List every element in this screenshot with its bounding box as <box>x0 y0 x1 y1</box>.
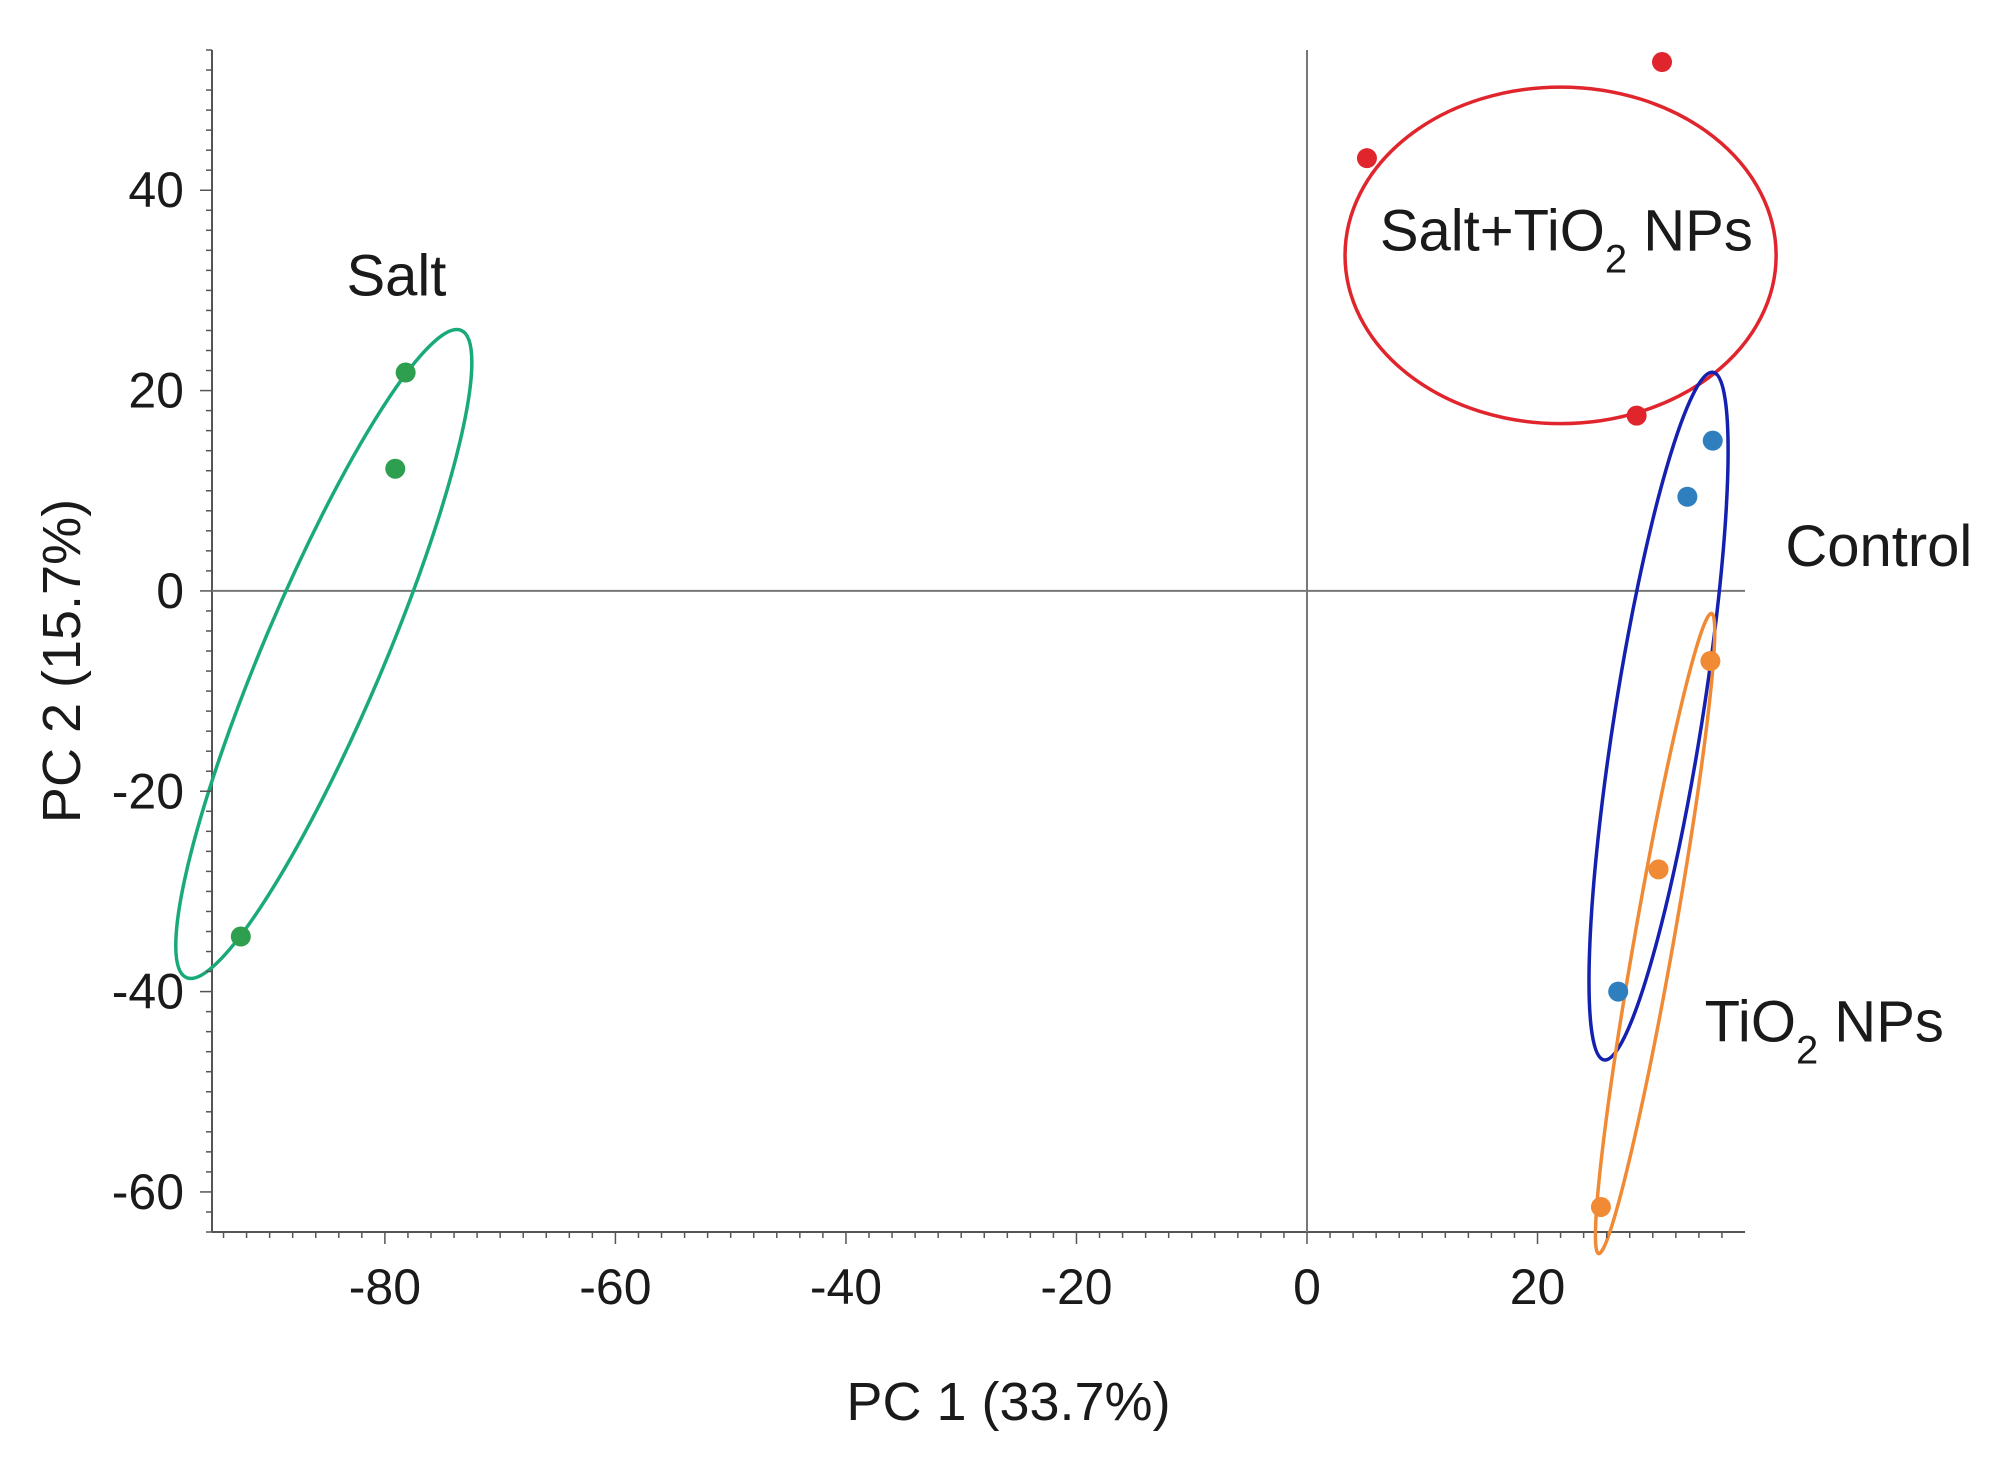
ellipse-salt-tio2-nps <box>1343 85 1778 426</box>
x-tick-label: 0 <box>1293 1259 1321 1315</box>
plot-frame <box>211 50 1745 1233</box>
y-tick-label: 20 <box>128 363 184 419</box>
group-label: Salt+TiO2 NPs <box>1380 198 1753 281</box>
axis-ticks: -80 -60 -40 -20 0 20 40 20 0 -20 -40 -60 <box>112 49 1723 1315</box>
point-control <box>1702 430 1723 451</box>
point-salt <box>395 362 416 383</box>
x-tick-label: -20 <box>1040 1259 1112 1315</box>
x-tick-label: -80 <box>349 1259 421 1315</box>
x-tick-label: -40 <box>810 1259 882 1315</box>
y-tick-label: -20 <box>112 763 184 819</box>
point-control <box>1677 486 1698 507</box>
point-salt <box>385 458 406 479</box>
point-salt-tio2-nps <box>1652 52 1673 73</box>
point-tio2-nps <box>1590 1196 1611 1217</box>
y-tick-label: 0 <box>156 563 184 619</box>
point-control <box>1608 981 1629 1002</box>
group-label: Salt <box>346 243 446 308</box>
ellipse-tio2-nps <box>1593 611 1717 1256</box>
y-tick-label: -60 <box>112 1164 184 1220</box>
point-tio2-nps <box>1648 859 1669 880</box>
y-tick-label: 40 <box>128 162 184 218</box>
point-salt <box>230 926 251 947</box>
x-tick-label: 20 <box>1510 1259 1566 1315</box>
x-axis-title: PC 1 (33.7%) <box>846 1372 1170 1432</box>
x-tick-label: -60 <box>579 1259 651 1315</box>
y-axis-title: PC 2 (15.7%) <box>32 499 92 823</box>
group-labels: Salt Salt+TiO2 NPs Control TiO2 NPs <box>346 198 1972 1072</box>
y-tick-label: -40 <box>112 964 184 1020</box>
group-label: Control <box>1785 514 1972 579</box>
point-salt-tio2-nps <box>1626 405 1647 426</box>
point-salt-tio2-nps <box>1356 148 1377 169</box>
point-tio2-nps <box>1700 651 1721 672</box>
data-points <box>230 52 1723 1217</box>
zero-lines <box>212 50 1745 1232</box>
ellipse-control <box>1587 370 1730 1062</box>
ellipse-salt <box>174 327 474 981</box>
group-ellipses <box>174 85 1778 1256</box>
group-label: TiO2 NPs <box>1705 990 1944 1073</box>
